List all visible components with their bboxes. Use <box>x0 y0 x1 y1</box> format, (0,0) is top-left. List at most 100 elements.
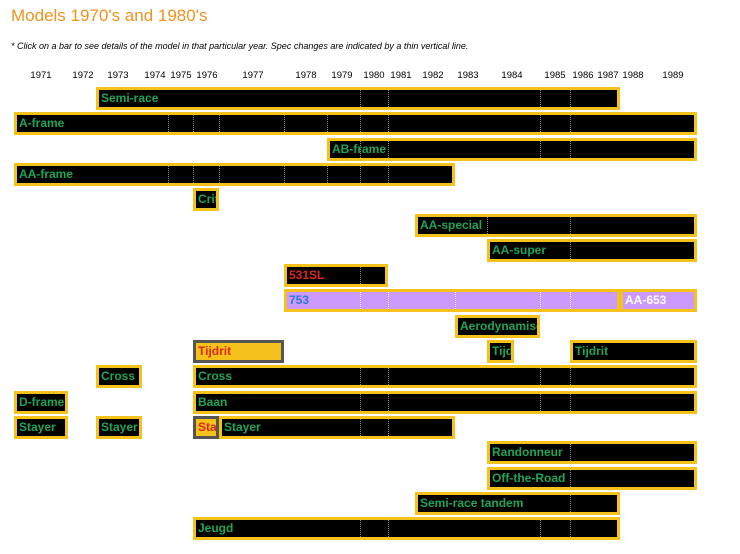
bar-label: Randonneur <box>492 445 563 459</box>
spec-change-line <box>388 141 389 158</box>
year-label-1988: 1988 <box>622 70 644 81</box>
year-label-1971: 1971 <box>30 70 52 81</box>
spec-change-line <box>570 368 571 385</box>
model-bar-d-frame-1971[interactable]: D-frame <box>14 391 68 414</box>
year-label-1984: 1984 <box>501 70 523 81</box>
model-bar-cross-1976[interactable]: Cross <box>193 365 697 388</box>
spec-change-line <box>540 520 541 537</box>
model-bar-aa-frame-1971[interactable]: AA-frame <box>14 163 455 186</box>
spec-change-line <box>570 470 571 487</box>
model-bar-ab-frame-1979[interactable]: AB-frame <box>327 138 697 161</box>
spec-change-line <box>388 419 389 436</box>
bar-label: 753 <box>289 293 310 307</box>
model-bar-stayer-1977[interactable]: Stayer <box>219 416 455 439</box>
spec-change-line <box>540 368 541 385</box>
spec-change-line <box>540 394 541 411</box>
bar-label: Off-the-Road <box>492 471 566 485</box>
year-label-1979: 1979 <box>331 70 353 81</box>
spec-change-line <box>360 394 361 411</box>
model-bar-753-1978[interactable]: 753 <box>284 289 620 312</box>
year-label-1974: 1974 <box>144 70 166 81</box>
spec-change-line <box>388 520 389 537</box>
bar-label: Semi-race <box>101 91 159 105</box>
bar-label: Tijdrit <box>198 344 232 358</box>
bar-label: Stayer <box>198 420 217 434</box>
model-bar-stayer-1973[interactable]: Stayer <box>96 416 142 439</box>
year-label-1977: 1977 <box>242 70 264 81</box>
bar-label: A-frame <box>19 116 65 130</box>
year-label-1976: 1976 <box>196 70 218 81</box>
model-bar-baan-1976[interactable]: Baan <box>193 391 697 414</box>
bar-label: AB-frame <box>332 142 387 156</box>
spec-change-line <box>388 394 389 411</box>
spec-change-line <box>455 292 456 309</box>
year-label-1980: 1980 <box>363 70 385 81</box>
spec-change-line <box>570 394 571 411</box>
bar-label: Cross <box>101 369 136 383</box>
model-bar-semi-race-1973[interactable]: Semi-race <box>96 87 620 110</box>
spec-change-line <box>540 90 541 107</box>
spec-change-line <box>193 115 194 132</box>
spec-change-line <box>360 166 361 183</box>
bar-label: Stayer <box>101 420 138 434</box>
model-bar-tijdrit-1984[interactable]: Tijdrit <box>487 340 514 363</box>
spec-change-line <box>360 267 361 284</box>
spec-change-line <box>570 217 571 234</box>
model-bar-aa-special-1982[interactable]: AA-special <box>415 214 697 237</box>
spec-change-line <box>570 520 571 537</box>
bar-label: Stayer <box>19 420 56 434</box>
spec-change-line <box>388 90 389 107</box>
bar-label: AA-special <box>420 218 483 232</box>
model-bar-531sl-1978[interactable]: 531SL <box>284 264 388 287</box>
year-label-1986: 1986 <box>572 70 594 81</box>
model-bar-tijdrit-1976[interactable]: Tijdrit <box>193 340 284 363</box>
spec-change-line <box>360 368 361 385</box>
model-bar-off-the-road-1984[interactable]: Off-the-Road <box>487 467 697 490</box>
bar-label: Aerodynamisch <box>460 319 537 333</box>
spec-change-line <box>360 419 361 436</box>
spec-change-line <box>327 166 328 183</box>
model-bar-a-frame-1971[interactable]: A-frame <box>14 112 697 135</box>
model-bar-aerodynamisch-1983[interactable]: Aerodynamisch <box>455 315 540 338</box>
model-bar-stayer-1971[interactable]: Stayer <box>14 416 68 439</box>
year-label-1983: 1983 <box>457 70 479 81</box>
year-label-1981: 1981 <box>390 70 412 81</box>
model-bar-cross-1973[interactable]: Cross <box>96 365 142 388</box>
model-bar-stayer-1976[interactable]: Stayer <box>193 416 219 439</box>
model-bar-aa-super-1984[interactable]: AA-super <box>487 239 697 262</box>
model-bar-semi-race-tandem-1982[interactable]: Semi-race tandem <box>415 492 620 515</box>
bar-label: Jeugd <box>198 521 234 535</box>
bar-label: 531SL <box>289 268 325 282</box>
spec-change-line <box>193 166 194 183</box>
spec-change-line <box>388 115 389 132</box>
spec-change-line <box>284 166 285 183</box>
bar-label: AA-frame <box>19 167 74 181</box>
spec-change-line <box>388 368 389 385</box>
bar-label: AA-653 <box>625 293 667 307</box>
spec-change-line <box>540 141 541 158</box>
bar-label: AA-super <box>492 243 547 257</box>
model-bar-aa-653-1988[interactable]: AA-653 <box>620 289 697 312</box>
instruction-note: * Click on a bar to see details of the m… <box>11 41 469 51</box>
spec-change-line <box>570 495 571 512</box>
spec-change-line <box>487 217 488 234</box>
model-bar-randonneur-1984[interactable]: Randonneur <box>487 441 697 464</box>
spec-change-line <box>168 115 169 132</box>
spec-change-line <box>570 141 571 158</box>
year-label-1987: 1987 <box>597 70 619 81</box>
spec-change-line <box>388 166 389 183</box>
spec-change-line <box>168 166 169 183</box>
spec-change-line <box>360 292 361 309</box>
spec-change-line <box>360 520 361 537</box>
model-bar-jeugd-1976[interactable]: Jeugd <box>193 517 620 540</box>
page-title: Models 1970's and 1980's <box>11 6 208 25</box>
year-label-1972: 1972 <box>72 70 94 81</box>
model-bar-tijdrit-1986[interactable]: Tijdrit <box>570 340 697 363</box>
spec-change-line <box>219 115 220 132</box>
year-label-1985: 1985 <box>544 70 566 81</box>
spec-change-line <box>540 292 541 309</box>
bar-label: Tijdrit <box>492 344 514 358</box>
model-bar-criterium-1976[interactable]: Criterium <box>193 188 219 211</box>
bar-label: Criterium <box>198 192 219 206</box>
